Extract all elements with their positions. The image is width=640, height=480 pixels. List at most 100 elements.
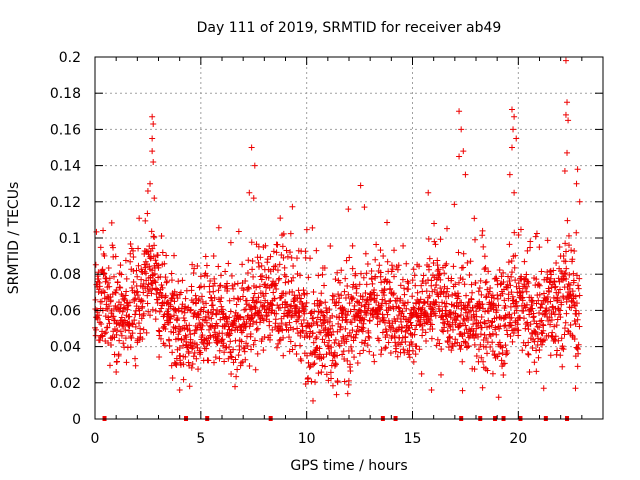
data-point — [544, 237, 551, 244]
data-point — [309, 329, 316, 336]
data-point — [215, 224, 222, 231]
data-point — [574, 316, 581, 323]
data-point — [507, 333, 514, 340]
data-point — [425, 236, 432, 243]
data-point — [134, 292, 141, 299]
data-point — [428, 282, 435, 289]
data-point — [547, 298, 554, 305]
data-point — [126, 313, 133, 320]
data-point — [500, 269, 507, 276]
data-point — [416, 346, 423, 353]
data-point — [377, 247, 384, 254]
data-point — [258, 262, 265, 269]
data-point — [362, 250, 369, 257]
data-point — [567, 322, 574, 329]
data-point — [351, 306, 358, 313]
data-point — [343, 316, 350, 323]
data-point — [438, 371, 445, 378]
data-point — [484, 350, 491, 357]
data-point — [123, 288, 130, 295]
data-point — [570, 277, 577, 284]
y-tick-label: 0.16 — [50, 122, 81, 138]
data-point — [240, 293, 247, 300]
data-point — [473, 308, 480, 315]
data-point — [572, 293, 579, 300]
data-point — [371, 286, 378, 293]
data-point — [150, 233, 157, 240]
data-point — [310, 289, 317, 296]
data-point — [513, 303, 520, 310]
data-point — [245, 316, 252, 323]
data-point — [434, 336, 441, 343]
data-point — [307, 255, 314, 262]
data-point — [332, 360, 339, 367]
data-point — [172, 360, 179, 367]
data-point — [202, 313, 209, 320]
data-point — [454, 339, 461, 346]
data-point — [369, 280, 376, 287]
data-point — [425, 263, 432, 270]
data-point — [386, 279, 393, 286]
data-point — [250, 341, 257, 348]
data-point — [294, 270, 301, 277]
data-point — [197, 349, 204, 356]
axis-ticks — [94, 56, 604, 420]
data-point — [433, 276, 440, 283]
data-point — [347, 367, 354, 374]
data-point — [255, 294, 262, 301]
data-point — [328, 331, 335, 338]
data-point — [249, 258, 256, 265]
data-point — [399, 325, 406, 332]
y-tick-label: 0.02 — [50, 376, 81, 392]
data-point — [321, 282, 328, 289]
data-point — [146, 243, 153, 250]
data-point — [413, 343, 420, 350]
x-axis-label: GPS time / hours — [290, 458, 407, 474]
data-point — [282, 290, 289, 297]
data-point — [181, 317, 188, 324]
y-tick-labels: 0 0.02 0.04 0.06 0.08 0.1 0.12 0.14 0.16 0.18 0.2 — [50, 50, 81, 428]
data-point — [368, 276, 375, 283]
data-point — [260, 347, 267, 354]
data-point — [138, 297, 145, 304]
data-point — [566, 282, 573, 289]
data-point — [444, 225, 451, 232]
data-point — [567, 291, 574, 298]
data-point — [115, 351, 122, 358]
data-point — [444, 339, 451, 346]
data-point — [555, 275, 562, 282]
data-point — [163, 278, 170, 285]
data-point — [397, 282, 404, 289]
data-point — [168, 270, 175, 277]
data-point — [386, 298, 393, 305]
data-point — [548, 271, 555, 278]
data-point — [353, 285, 360, 292]
data-point — [113, 320, 120, 327]
data-point — [303, 299, 310, 306]
data-point — [202, 253, 209, 260]
data-point — [95, 289, 102, 296]
data-point — [496, 325, 503, 332]
data-point — [574, 166, 581, 173]
data-point — [438, 346, 445, 353]
data-point — [363, 270, 370, 277]
data-point — [372, 273, 379, 280]
data-point — [311, 300, 318, 307]
data-point — [538, 317, 545, 324]
data-point — [188, 287, 195, 294]
data-point — [477, 319, 484, 326]
data-point — [487, 343, 494, 350]
data-point — [254, 298, 261, 305]
data-point — [95, 312, 102, 319]
data-point — [443, 260, 450, 267]
data-point — [508, 273, 515, 280]
data-point — [445, 293, 452, 300]
data-point — [351, 302, 358, 309]
data-point — [270, 289, 277, 296]
data-point — [382, 345, 389, 352]
data-point — [216, 355, 223, 362]
y-tick-label: 0.2 — [59, 50, 81, 66]
data-point — [375, 337, 382, 344]
data-point — [493, 331, 500, 338]
data-point — [444, 318, 451, 325]
